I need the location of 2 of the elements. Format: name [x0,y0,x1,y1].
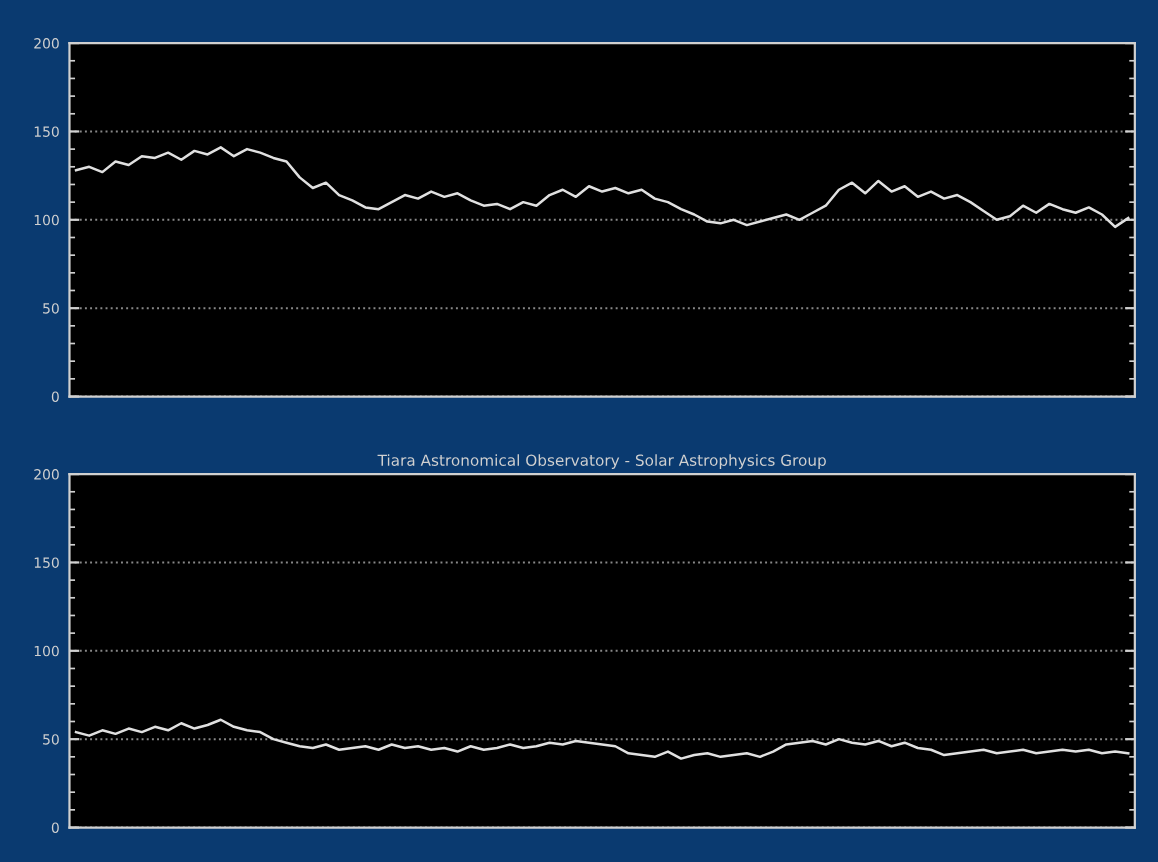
line-series [74,718,1130,760]
line-series [74,146,1130,229]
